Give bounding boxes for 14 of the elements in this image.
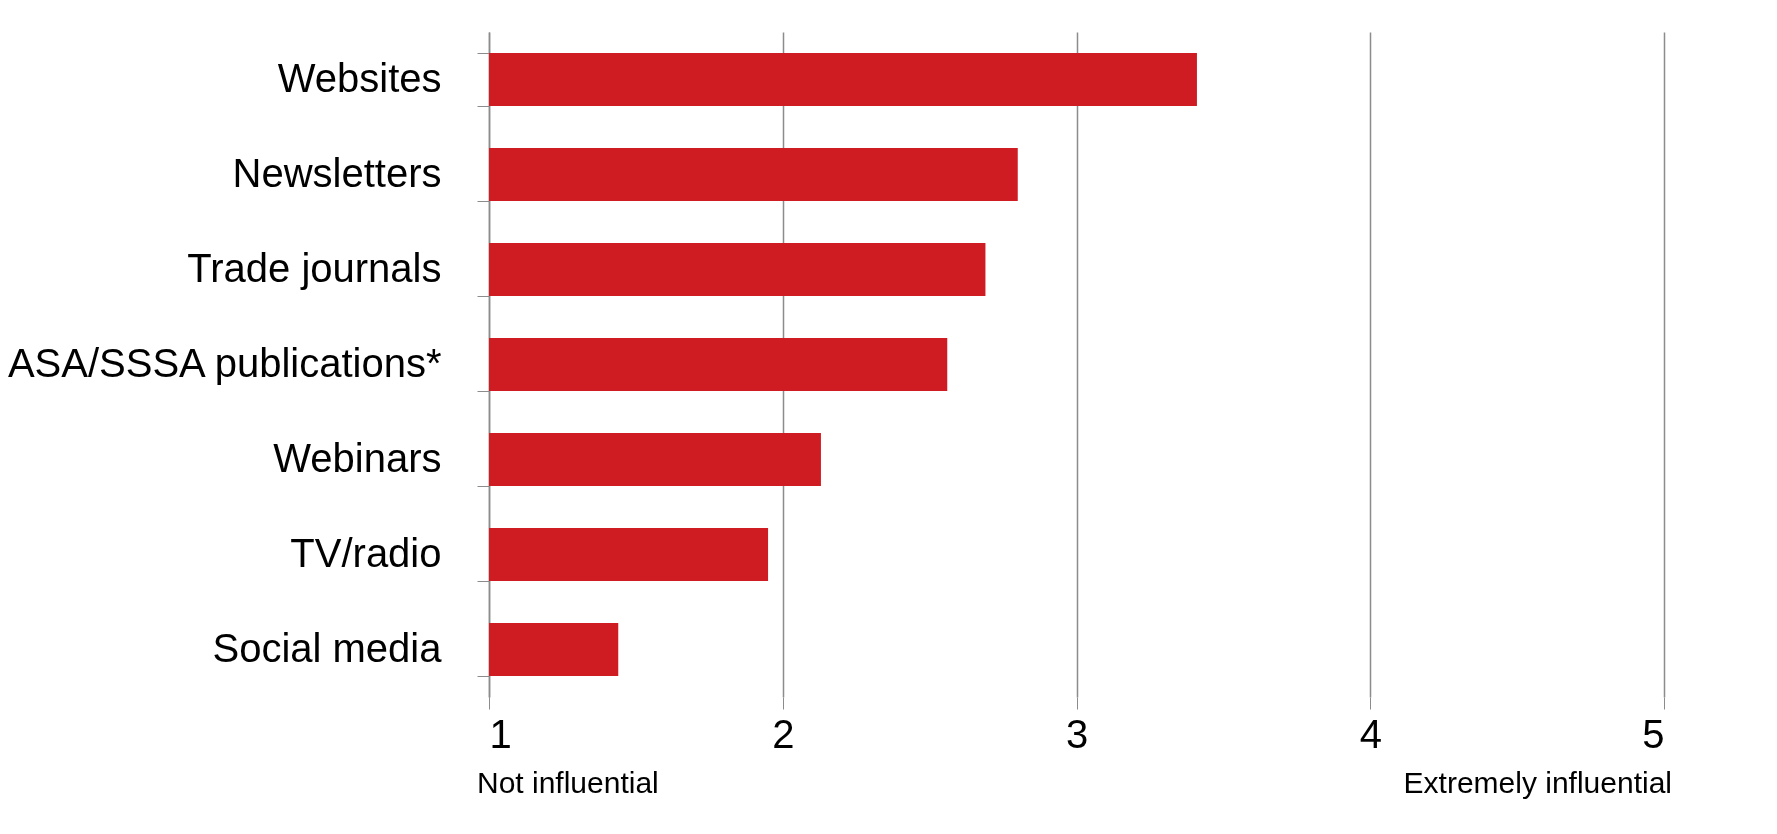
x-tick-label: 1 (489, 711, 512, 756)
text: Extremely influential (1403, 766, 1672, 799)
y-tick-label: Trade journals (187, 246, 442, 290)
y-tick-label: Websites (277, 56, 442, 100)
x-tick-label: 4 (1359, 711, 1382, 756)
y-tick-label: TV/radio (290, 531, 442, 575)
y-tick-label: Webinars (273, 436, 442, 480)
y-tick-label: Newsletters (232, 151, 442, 195)
y-tick-label: Social media (212, 626, 443, 670)
y-tick-label: ASA/SSSA publications* (7, 341, 442, 385)
x-tick-label: 3 (1065, 711, 1089, 756)
x-tick-label: 5 (1642, 711, 1665, 756)
x-tick-label: 2 (772, 711, 795, 756)
text: Not influential (477, 766, 659, 799)
